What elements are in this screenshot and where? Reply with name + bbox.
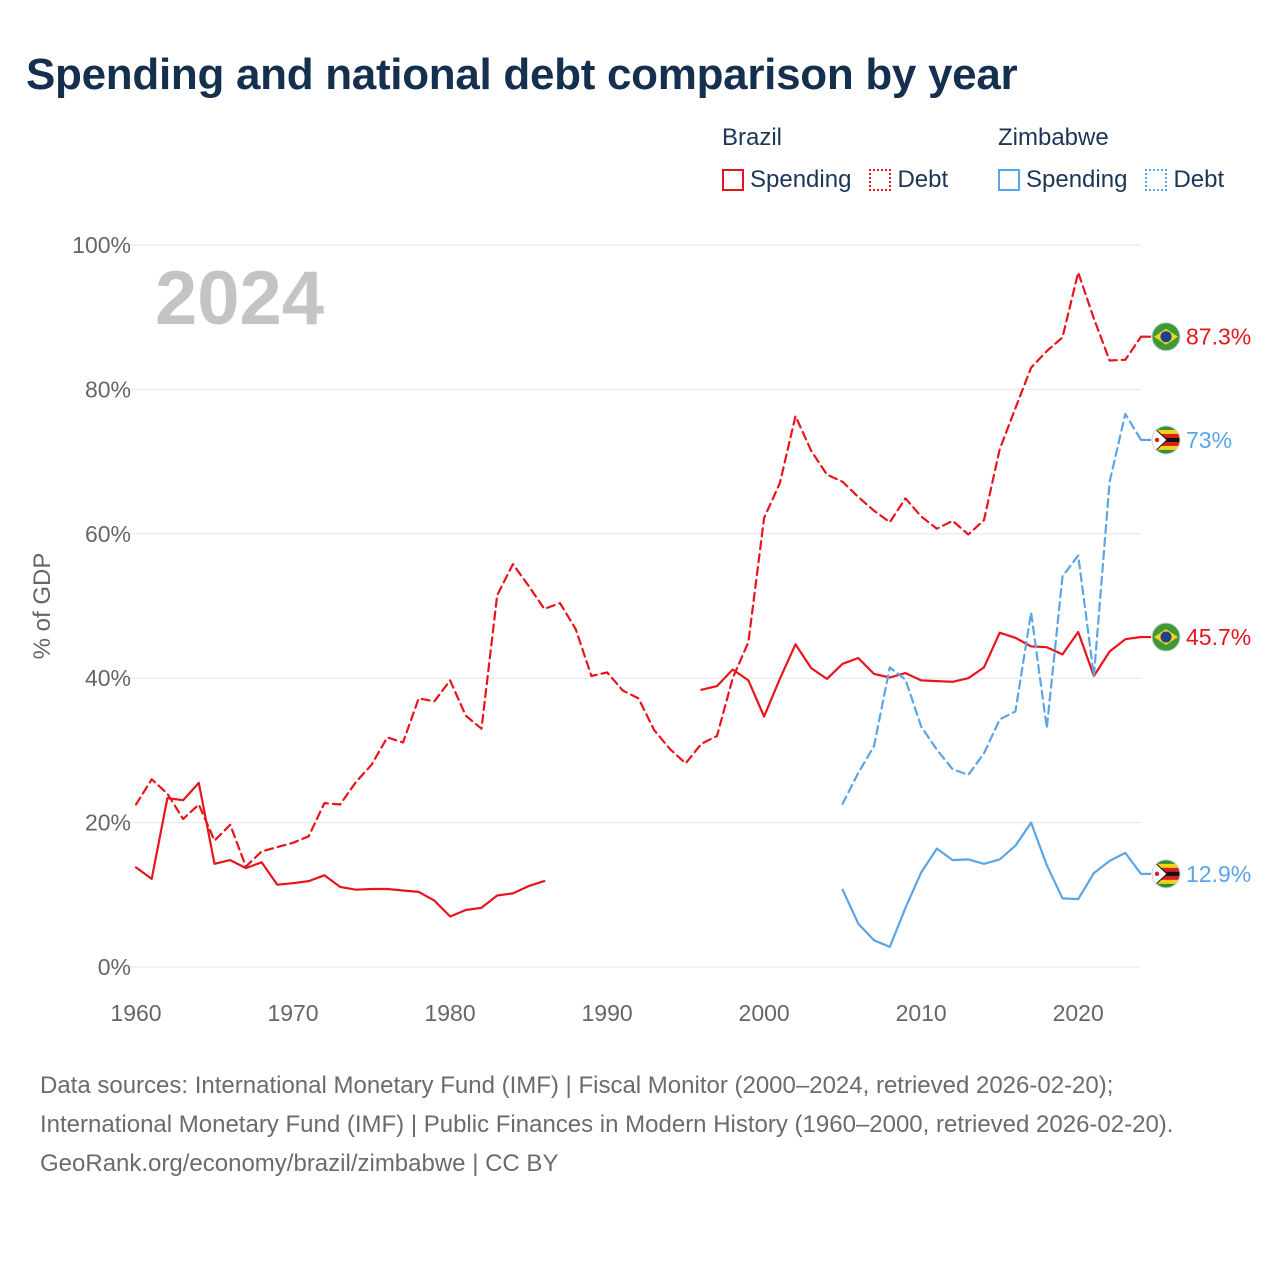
x-tick-label: 1970 xyxy=(267,1000,318,1026)
x-tick-label: 1980 xyxy=(424,1000,475,1026)
y-tick-label: 80% xyxy=(85,376,131,402)
series-line-brazil-spending[interactable] xyxy=(134,630,1143,918)
y-tick-label: 20% xyxy=(85,810,131,836)
series-line-brazil-debt[interactable] xyxy=(134,271,1143,868)
y-axis-label: % of GDP xyxy=(29,553,56,660)
legend-swatch-solid xyxy=(998,169,1020,191)
legend-item-zimbabwe-spending[interactable]: Spending xyxy=(998,166,1127,194)
x-tick-label: 2000 xyxy=(739,1000,790,1026)
end-value-label: 45.7% xyxy=(1186,624,1251,650)
chart-title: Spending and national debt comparison by… xyxy=(26,50,1018,99)
legend-group-name: Brazil xyxy=(722,124,783,151)
y-tick-label: 0% xyxy=(98,954,131,980)
data-sources: Data sources: International Monetary Fun… xyxy=(40,1072,1174,1138)
y-tick-label: 40% xyxy=(85,665,131,691)
y-tick-label: 100% xyxy=(72,232,131,258)
legend-label: Spending xyxy=(750,166,852,193)
year-label: 2024 xyxy=(155,256,324,341)
legend-group-zimbabwe: Zimbabwe Spending Debt xyxy=(998,124,1242,194)
legend-group-name: Zimbabwe xyxy=(998,124,1109,151)
end-value-label: 87.3% xyxy=(1186,324,1251,350)
series-line-zimbabwe-debt[interactable] xyxy=(841,412,1143,805)
x-axis-ticks: 1960 1970 1980 1990 2000 2010 2020 xyxy=(110,1000,1103,1026)
x-tick-label: 1960 xyxy=(110,1000,161,1026)
zimbabwe-flag-icon xyxy=(1151,425,1181,455)
legend-swatch-solid xyxy=(722,169,744,191)
brazil-flag-icon xyxy=(1151,622,1181,652)
gridlines xyxy=(128,244,1141,968)
credit-link[interactable]: GeoRank.org/economy/brazil/zimbabwe | CC… xyxy=(40,1150,559,1177)
chart-footer: Data sources: International Monetary Fun… xyxy=(40,1066,1250,1183)
x-tick-label: 2020 xyxy=(1053,1000,1104,1026)
legend-swatch-dotted xyxy=(1145,169,1168,191)
legend-item-brazil-debt[interactable]: Debt xyxy=(869,166,948,194)
legend-item-zimbabwe-debt[interactable]: Debt xyxy=(1145,166,1224,194)
end-value-label: 12.9% xyxy=(1186,861,1251,887)
legend-label: Spending xyxy=(1026,166,1128,193)
x-tick-label: 1990 xyxy=(582,1000,633,1026)
end-value-label: 73% xyxy=(1186,427,1232,453)
brazil-flag-icon xyxy=(1151,322,1181,352)
series-lines xyxy=(134,271,1143,948)
line-chart: 0% 20% 40% 60% 80% 100% 1960 1970 1980 1990 2000 2… xyxy=(29,232,1251,1026)
y-tick-label: 60% xyxy=(85,521,131,547)
legend-label: Debt xyxy=(1173,166,1225,193)
x-tick-label: 2010 xyxy=(896,1000,947,1026)
zimbabwe-flag-icon xyxy=(1151,859,1181,889)
legend-swatch-dotted xyxy=(869,169,892,191)
legend-item-brazil-spending[interactable]: Spending xyxy=(722,166,851,194)
y-axis-ticks: 0% 20% 40% 60% 80% 100% xyxy=(72,232,131,980)
series-line-zimbabwe-spending[interactable] xyxy=(841,821,1143,948)
legend-label: Debt xyxy=(897,166,949,193)
end-labels: 87.3% 45.7% 73% 12.9% xyxy=(1141,322,1251,889)
legend-group-brazil: Brazil Spending Debt xyxy=(722,124,966,194)
